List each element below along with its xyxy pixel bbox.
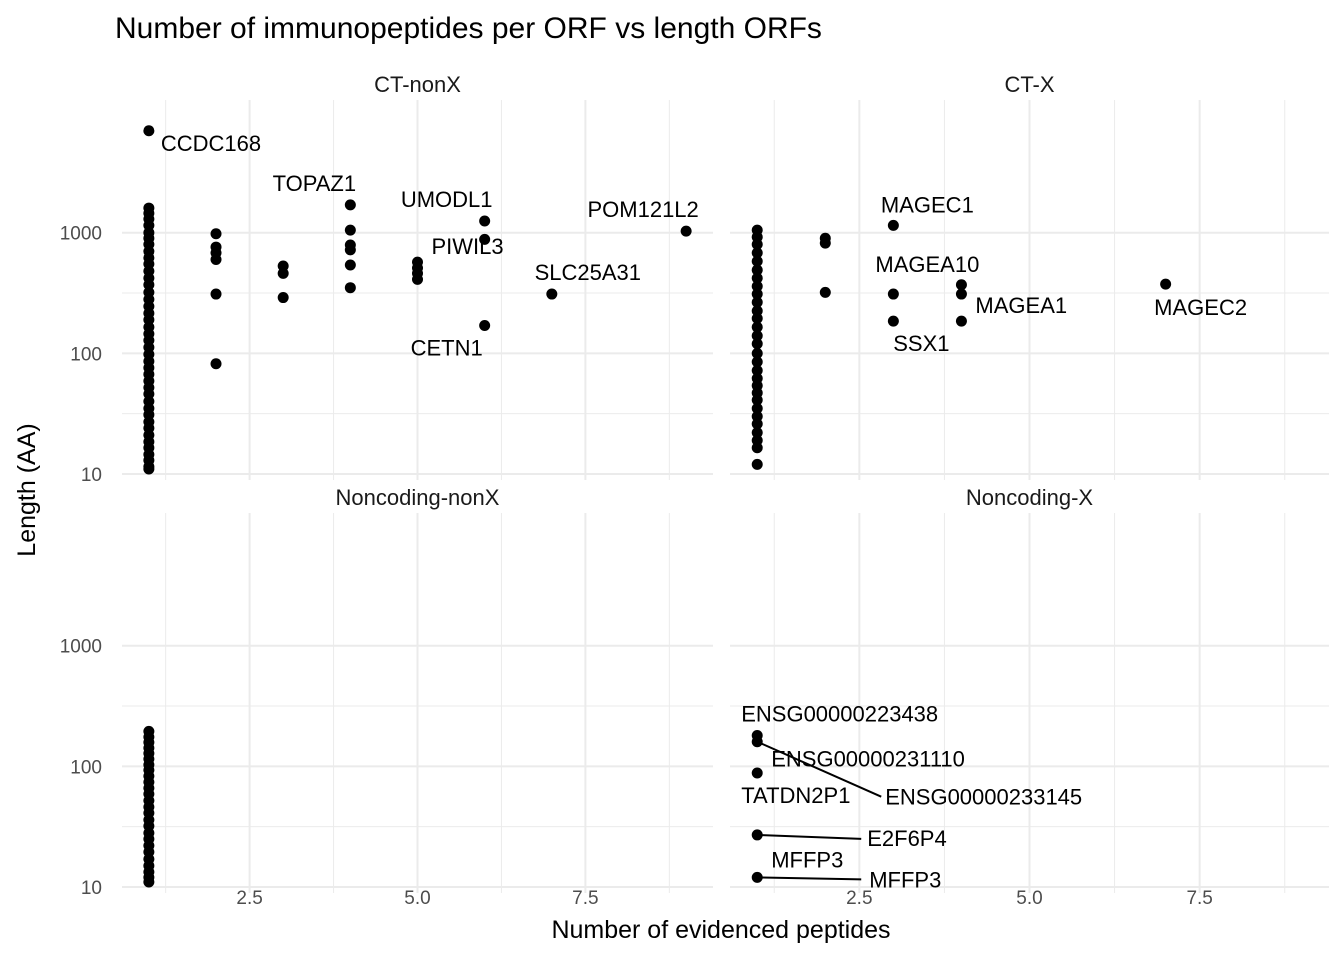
data-point bbox=[955, 315, 967, 327]
data-point bbox=[143, 876, 155, 888]
data-point bbox=[751, 427, 763, 439]
data-point bbox=[751, 356, 763, 368]
point-label: TOPAZ1 bbox=[273, 171, 357, 196]
y-tick-label: 100 bbox=[70, 344, 102, 365]
y-tick-label: 100 bbox=[70, 757, 102, 778]
label-connector-line bbox=[757, 876, 862, 881]
data-point bbox=[344, 259, 356, 271]
x-axis-label: Number of evidenced peptides bbox=[551, 916, 890, 944]
data-point bbox=[210, 358, 222, 370]
data-point bbox=[751, 338, 763, 350]
data-point bbox=[751, 418, 763, 430]
y-tick-label: 10 bbox=[81, 465, 102, 486]
facet-strip-label: Noncoding-X bbox=[966, 485, 1094, 510]
data-point bbox=[210, 288, 222, 300]
x-tick-label: 7.5 bbox=[572, 888, 598, 909]
data-point bbox=[210, 253, 222, 265]
data-point bbox=[277, 292, 289, 304]
facet-panel: Noncoding-X 2.5 5.0 7.5 ENSG00000223438 ENSG0… bbox=[730, 485, 1329, 909]
data-point bbox=[751, 296, 763, 308]
facet-panel: CT-X MAGEC1 MAGEA10 MAGEA1 SSX1 MAGEC2 bbox=[730, 72, 1329, 480]
data-point bbox=[751, 247, 763, 259]
x-tick-label: 5.0 bbox=[404, 888, 430, 909]
data-point bbox=[751, 272, 763, 284]
y-axis-label: Length (AA) bbox=[13, 423, 41, 556]
data-point bbox=[887, 288, 899, 300]
point-label: PIWIL3 bbox=[432, 234, 504, 259]
point-label: UMODL1 bbox=[401, 187, 493, 212]
data-point bbox=[887, 315, 899, 327]
data-point bbox=[751, 321, 763, 333]
data-point bbox=[751, 347, 763, 359]
point-label: MAGEC1 bbox=[881, 192, 974, 217]
data-point bbox=[955, 279, 967, 291]
data-point bbox=[751, 767, 763, 779]
point-label: ENSG00000233145 bbox=[885, 785, 1082, 810]
facet-strip-label: CT-X bbox=[1004, 72, 1054, 97]
data-point bbox=[479, 233, 491, 245]
data-point bbox=[412, 273, 423, 285]
data-point bbox=[1160, 278, 1172, 290]
point-label: ENSG00000223438 bbox=[741, 702, 938, 727]
point-label: SLC25A31 bbox=[535, 260, 641, 285]
data-point bbox=[277, 267, 289, 279]
data-point bbox=[210, 228, 222, 240]
data-point bbox=[887, 219, 899, 231]
facet-panels: CT-nonX 10 100 1000 CCDC168 TOPAZ1 UMODL1 POM12… bbox=[60, 72, 1329, 909]
data-point bbox=[344, 244, 356, 256]
x-tick-label: 7.5 bbox=[1186, 888, 1212, 909]
facet-strip-label: CT-nonX bbox=[374, 72, 461, 97]
point-label: MFFP3 bbox=[771, 847, 843, 872]
x-tick-label: 2.5 bbox=[236, 888, 262, 909]
data-point bbox=[344, 282, 356, 294]
point-label: MFFP3 bbox=[869, 867, 941, 892]
data-point bbox=[751, 280, 763, 292]
data-point bbox=[751, 238, 763, 250]
point-label: POM121L2 bbox=[587, 197, 698, 222]
facet-panel: CT-nonX 10 100 1000 CCDC168 TOPAZ1 UMODL1 POM12… bbox=[60, 72, 713, 486]
data-point bbox=[751, 365, 763, 377]
point-label: ENSG00000231110 bbox=[771, 747, 965, 772]
data-point bbox=[751, 442, 763, 454]
data-point bbox=[751, 394, 763, 406]
y-tick-label: 1000 bbox=[60, 637, 102, 658]
x-tick-label: 2.5 bbox=[846, 888, 872, 909]
point-label: CETN1 bbox=[411, 336, 483, 361]
data-point bbox=[751, 255, 763, 267]
y-tick-label: 1000 bbox=[60, 224, 102, 245]
chart-title: Number of immunopeptides per ORF vs leng… bbox=[115, 12, 822, 45]
data-point bbox=[751, 288, 763, 300]
data-point bbox=[751, 312, 763, 324]
facet-strip-label: Noncoding-nonX bbox=[336, 485, 500, 510]
data-point bbox=[546, 288, 558, 300]
data-point bbox=[479, 215, 491, 227]
point-label: TATDN2P1 bbox=[741, 783, 850, 808]
y-tick-label: 10 bbox=[81, 878, 102, 899]
point-label: MAGEC2 bbox=[1154, 295, 1247, 320]
data-point bbox=[955, 288, 967, 300]
data-point bbox=[819, 237, 831, 249]
label-connector-line bbox=[757, 833, 862, 840]
point-label: CCDC168 bbox=[161, 131, 261, 156]
facet-panel: Noncoding-nonX 10 100 1000 2.5 5.0 7.5 bbox=[60, 485, 713, 909]
point-label: E2F6P4 bbox=[867, 826, 947, 851]
data-point bbox=[479, 320, 491, 332]
data-point bbox=[344, 224, 356, 236]
data-point bbox=[751, 330, 763, 342]
data-point bbox=[751, 458, 763, 470]
data-point bbox=[751, 402, 763, 414]
data-point bbox=[143, 463, 155, 475]
data-point bbox=[143, 125, 155, 137]
data-point bbox=[344, 199, 356, 211]
point-label: MAGEA10 bbox=[875, 252, 979, 277]
data-point bbox=[751, 264, 763, 276]
point-label: SSX1 bbox=[893, 331, 949, 356]
point-label: MAGEA1 bbox=[975, 293, 1067, 318]
data-point bbox=[143, 279, 155, 291]
data-point bbox=[680, 225, 692, 237]
data-point bbox=[819, 286, 831, 298]
label-connector-line bbox=[756, 740, 882, 798]
x-tick-label: 5.0 bbox=[1016, 888, 1042, 909]
